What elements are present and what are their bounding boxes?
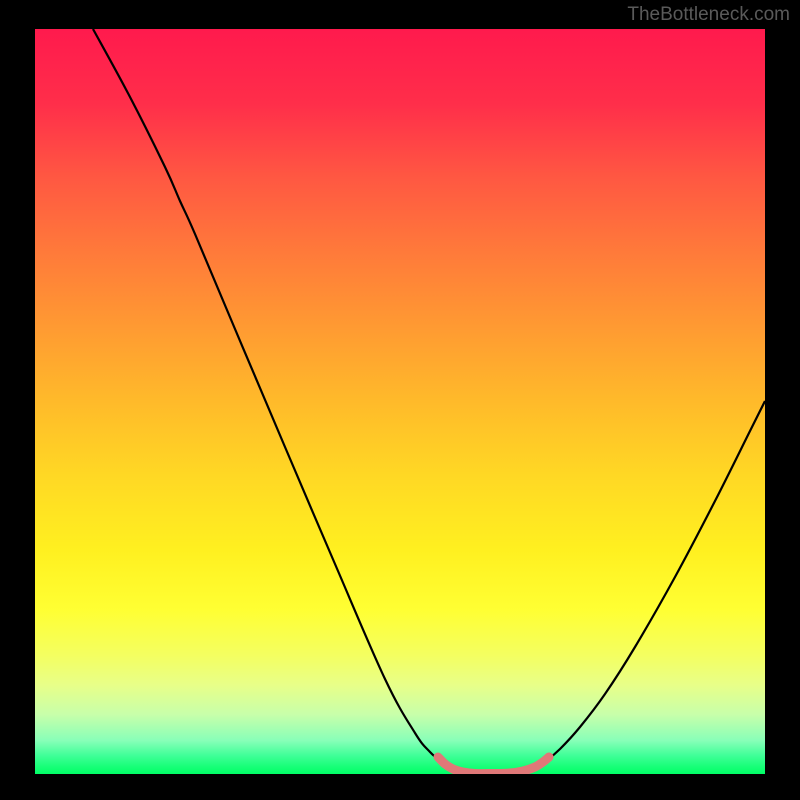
watermark-text: TheBottleneck.com [627,4,790,26]
chart-svg [35,29,765,774]
bottleneck-curve [93,29,765,774]
curve-minimum-highlight [438,757,549,774]
chart-plot-area [35,29,765,774]
